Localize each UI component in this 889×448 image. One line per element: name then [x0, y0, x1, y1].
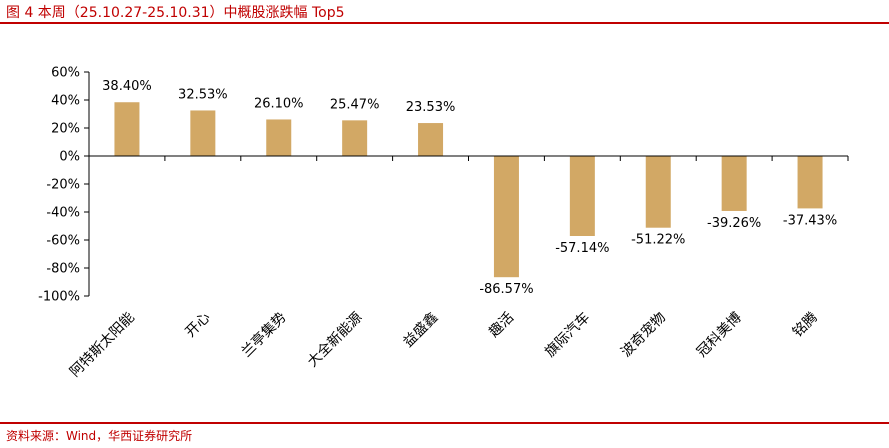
y-tick-label: -80% — [46, 262, 80, 277]
y-tick-label: 40% — [51, 94, 80, 109]
bar-chart: 60%40%20%0%-20%-40%-60%-80%-100% 38.40%3… — [38, 66, 849, 380]
category-label: 旗际汽车 — [542, 309, 594, 361]
bars — [114, 102, 823, 278]
category-label: 大全新能源 — [304, 309, 366, 371]
bar — [645, 156, 671, 228]
bar — [190, 110, 216, 156]
y-tick-label: -100% — [38, 290, 80, 305]
y-axis: 60% 40% 20% 0% -20% -40% -60% -80% -100% — [38, 66, 90, 305]
source-note: 资料来源：Wind，华西证券研究所 — [6, 429, 193, 443]
y-tick-label: -40% — [46, 206, 80, 221]
data-label: 25.47% — [330, 97, 380, 112]
bottom-divider — [0, 422, 889, 424]
x-axis — [88, 155, 849, 161]
figure-title: 图 4 本周（25.10.27-25.10.31）中概股涨跌幅 Top5 — [6, 5, 345, 21]
data-label: -51.22% — [631, 233, 685, 248]
data-labels: 38.40% 32.53% 26.10% 25.47% 23.53% -86.57% -57… — [102, 79, 837, 297]
category-label: 阿特斯太阳能 — [67, 310, 138, 381]
category-label: 益盛鑫 — [400, 309, 442, 351]
data-label: 38.40% — [102, 79, 152, 94]
top-divider — [0, 22, 889, 24]
category-label: 铭腾 — [789, 309, 821, 341]
data-label: 26.10% — [254, 96, 304, 111]
y-tick-label: 20% — [51, 122, 80, 137]
y-tick-label: 60% — [51, 66, 80, 81]
data-label: -57.14% — [555, 241, 609, 256]
y-tick-label: -20% — [46, 178, 80, 193]
category-labels: 阿特斯太阳能 开心 兰亭集势 大全新能源 益盛鑫 趣活 旗际汽车 波奇宠物 冠科美博 铭腾 — [67, 309, 821, 380]
bar — [569, 156, 595, 236]
bar — [266, 119, 292, 156]
category-label: 兰亭集势 — [238, 309, 290, 361]
bar — [493, 156, 519, 278]
bar — [797, 156, 823, 209]
y-tick-label: 0% — [59, 150, 80, 165]
data-label: -37.43% — [783, 213, 837, 228]
y-tick-label: -60% — [46, 234, 80, 249]
bar — [342, 120, 368, 156]
bar — [721, 156, 747, 211]
data-label: -39.26% — [707, 216, 761, 231]
data-label: 23.53% — [406, 100, 456, 115]
data-label: -86.57% — [479, 282, 533, 297]
data-label: 32.53% — [178, 87, 228, 102]
bar — [114, 102, 140, 156]
category-label: 冠科美博 — [693, 309, 745, 361]
category-label: 趣活 — [486, 310, 517, 341]
bar — [418, 123, 444, 156]
category-label: 波奇宠物 — [617, 309, 669, 361]
category-label: 开心 — [183, 310, 214, 341]
